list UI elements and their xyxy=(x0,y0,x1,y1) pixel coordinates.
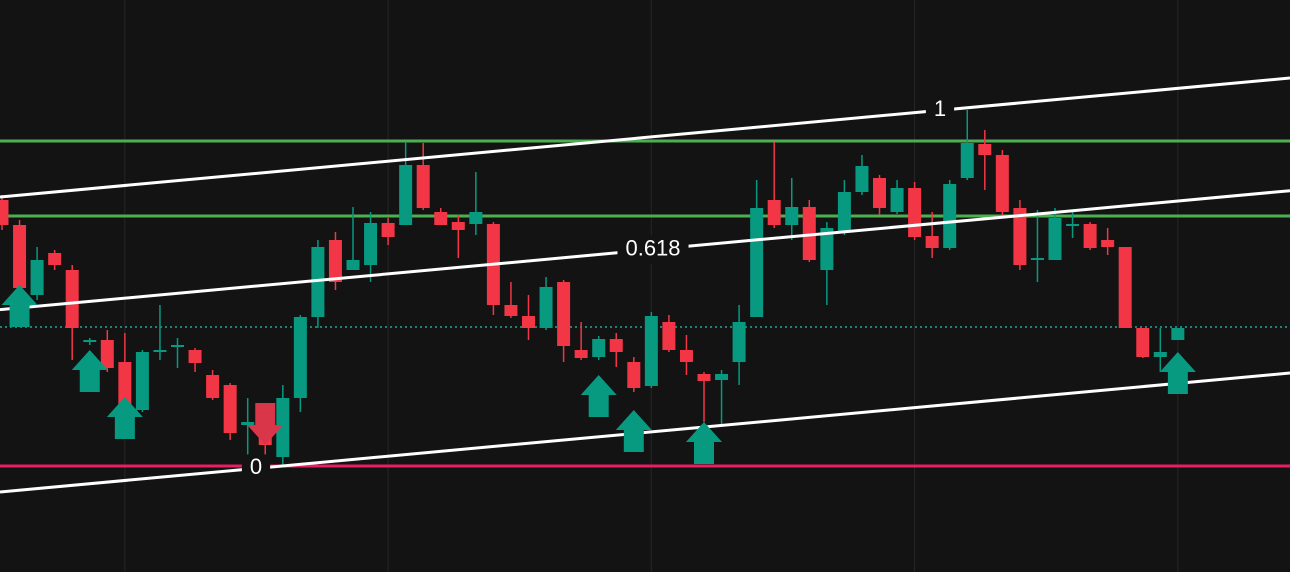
label-background xyxy=(241,454,271,483)
candle-body xyxy=(697,374,711,381)
candle-body xyxy=(943,184,957,248)
candle-body xyxy=(13,225,27,288)
buy-arrow xyxy=(580,375,617,417)
candle-body xyxy=(873,178,886,208)
candle-body xyxy=(1066,224,1080,226)
candle-body xyxy=(364,223,378,265)
candle-body xyxy=(837,192,851,232)
candle-body xyxy=(30,260,44,295)
label-background xyxy=(925,96,955,125)
candle-body xyxy=(1048,218,1062,260)
candle-body xyxy=(644,316,658,386)
channel-label: 0 xyxy=(250,454,262,479)
candle-body xyxy=(416,165,430,208)
candle-body xyxy=(539,287,553,328)
candle-body xyxy=(908,188,922,237)
candle-body xyxy=(1030,258,1044,260)
candle-body xyxy=(1013,208,1027,265)
candle-body xyxy=(135,352,149,410)
buy-arrow xyxy=(1159,352,1196,394)
candle-body xyxy=(1118,247,1132,328)
candle-body xyxy=(802,207,816,260)
candle-body xyxy=(785,207,799,225)
candle-body xyxy=(118,362,132,405)
candle-body xyxy=(223,385,237,433)
channel-line xyxy=(0,76,1290,199)
candle-body xyxy=(820,228,834,270)
candle-body xyxy=(978,144,992,155)
candle-body xyxy=(206,375,220,398)
candle-body xyxy=(767,200,781,225)
candle-body xyxy=(679,350,693,362)
candle-body xyxy=(188,350,202,363)
candle-body xyxy=(715,374,729,380)
candle-body xyxy=(855,166,869,192)
candle-body xyxy=(381,223,395,237)
candle-body xyxy=(732,322,746,362)
channel-label: 1 xyxy=(934,96,946,121)
candle-body xyxy=(522,316,535,328)
candle-body xyxy=(925,236,939,248)
sell-arrow xyxy=(247,403,284,445)
candle-body xyxy=(276,398,290,457)
candle-body xyxy=(399,165,413,225)
buy-arrow xyxy=(71,350,108,392)
buy-arrow xyxy=(615,410,652,452)
buy-arrow xyxy=(106,397,143,439)
candle-body xyxy=(0,200,9,225)
candle-body xyxy=(83,340,97,342)
candle-body xyxy=(153,350,167,352)
candle-body xyxy=(434,212,448,225)
buy-arrow xyxy=(686,422,722,464)
candle-body xyxy=(995,155,1009,212)
candle-body xyxy=(574,350,588,358)
candle-body xyxy=(609,339,623,352)
candle-body xyxy=(1153,352,1167,357)
candle-body xyxy=(750,208,764,317)
buy-arrow xyxy=(1,285,38,327)
candle-body xyxy=(241,422,255,425)
candle-body xyxy=(662,322,676,350)
channel-line xyxy=(0,371,1290,494)
candle-body xyxy=(100,340,114,368)
candle-body xyxy=(1171,328,1185,340)
label-background xyxy=(617,235,689,264)
candle-body xyxy=(960,143,974,178)
candle-body xyxy=(328,240,342,282)
candle-body xyxy=(1136,328,1150,357)
candle-body xyxy=(346,260,360,270)
candle-body xyxy=(311,247,325,317)
candle-body xyxy=(451,222,465,230)
candle-body xyxy=(592,339,606,357)
candle-body xyxy=(171,345,184,347)
candle-body xyxy=(1083,224,1097,248)
candle-body xyxy=(469,212,483,224)
channel-label: 0.618 xyxy=(625,235,680,260)
candle-body xyxy=(890,188,904,212)
candle-body xyxy=(48,253,62,265)
candle-body xyxy=(293,317,307,398)
candle-body xyxy=(504,305,518,316)
candle-body xyxy=(627,362,641,388)
candle-body xyxy=(1101,240,1115,247)
candle-body xyxy=(557,282,571,346)
candle-body xyxy=(65,270,79,328)
